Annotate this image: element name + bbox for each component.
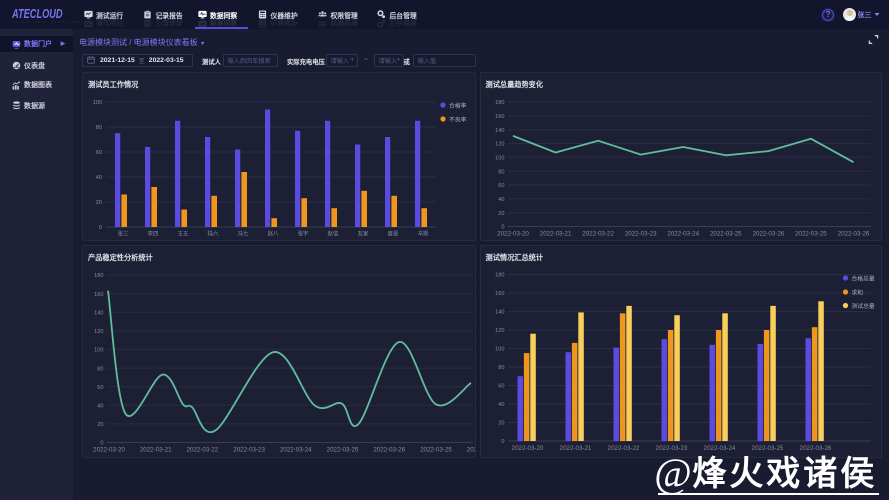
svg-text:140: 140 — [495, 128, 504, 134]
svg-text:40: 40 — [97, 404, 103, 410]
svg-text:2022-03-21: 2022-03-21 — [539, 231, 571, 238]
svg-text:2022-03-26: 2022-03-26 — [799, 445, 831, 452]
svg-text:100: 100 — [94, 348, 103, 354]
svg-text:陆六: 陆六 — [207, 230, 219, 238]
svg-text:20: 20 — [96, 200, 102, 206]
svg-text:张宇: 张宇 — [297, 230, 309, 238]
svg-text:60: 60 — [498, 183, 504, 189]
svg-text:2022-03-20: 2022-03-20 — [93, 447, 125, 454]
svg-text:赵八: 赵八 — [267, 230, 279, 238]
svg-text:120: 120 — [495, 142, 504, 148]
svg-text:140: 140 — [94, 310, 103, 316]
svg-text:160: 160 — [495, 114, 504, 120]
svg-text:60: 60 — [97, 385, 103, 391]
svg-text:2022-03-21: 2022-03-21 — [559, 445, 591, 452]
svg-text:80: 80 — [97, 366, 103, 372]
svg-text:0: 0 — [99, 225, 102, 231]
svg-text:2022-03-23: 2022-03-23 — [233, 447, 265, 454]
svg-text:180: 180 — [495, 100, 504, 106]
svg-text:2022-03-22: 2022-03-22 — [187, 447, 219, 454]
svg-text:合格率: 合格率 — [449, 102, 467, 110]
svg-text:2022-03-25: 2022-03-25 — [420, 447, 452, 454]
svg-text:20: 20 — [498, 421, 504, 427]
svg-text:2022-03-20: 2022-03-20 — [511, 445, 543, 452]
svg-text:0: 0 — [501, 439, 504, 445]
svg-text:2022-03-25: 2022-03-25 — [795, 231, 827, 238]
svg-text:2022-03-22: 2022-03-22 — [582, 231, 614, 238]
svg-text:2022-03-24: 2022-03-24 — [703, 445, 735, 452]
svg-text:2022-03-24: 2022-03-24 — [280, 447, 312, 454]
svg-text:80: 80 — [96, 125, 102, 131]
svg-text:120: 120 — [94, 329, 103, 335]
svg-text:180: 180 — [94, 273, 103, 279]
svg-text:友家: 友家 — [357, 230, 369, 238]
svg-text:2022-03-23: 2022-03-23 — [624, 231, 656, 238]
svg-text:2022-03-25: 2022-03-25 — [709, 231, 741, 238]
svg-text:测试总量: 测试总量 — [851, 302, 874, 310]
svg-text:20: 20 — [498, 211, 504, 217]
svg-text:160: 160 — [495, 291, 504, 297]
svg-text:2022-03-26: 2022-03-26 — [752, 231, 784, 238]
svg-text:100: 100 — [495, 156, 504, 162]
svg-text:辛斯: 辛斯 — [417, 230, 429, 238]
svg-text:张三: 张三 — [117, 230, 129, 238]
svg-text:合格总量: 合格总量 — [851, 275, 874, 283]
svg-text:180: 180 — [495, 273, 504, 279]
svg-text:40: 40 — [498, 402, 504, 408]
svg-text:2022-03-25: 2022-03-25 — [327, 447, 359, 454]
svg-text:冯七: 冯七 — [237, 230, 249, 238]
svg-text:120: 120 — [495, 328, 504, 334]
svg-text:160: 160 — [94, 292, 103, 298]
svg-text:60: 60 — [498, 384, 504, 390]
svg-text:李四: 李四 — [147, 230, 158, 238]
svg-text:2022-03-26: 2022-03-26 — [467, 447, 475, 454]
svg-text:2022-03-24: 2022-03-24 — [667, 231, 699, 238]
svg-text:王五: 王五 — [177, 231, 189, 238]
svg-text:2022-03-25: 2022-03-25 — [751, 445, 783, 452]
svg-text:度是: 度是 — [387, 230, 399, 238]
svg-text:求和: 求和 — [851, 289, 863, 297]
svg-text:80: 80 — [498, 365, 504, 371]
svg-text:不良率: 不良率 — [449, 116, 467, 124]
svg-text:80: 80 — [498, 169, 504, 175]
svg-text:20: 20 — [97, 422, 103, 428]
svg-text:40: 40 — [498, 197, 504, 203]
svg-text:0: 0 — [501, 225, 504, 231]
svg-text:2022-03-20: 2022-03-20 — [497, 231, 529, 238]
svg-text:100: 100 — [495, 347, 504, 353]
svg-text:140: 140 — [495, 310, 504, 316]
svg-text:100: 100 — [93, 100, 102, 106]
svg-text:2022-03-26: 2022-03-26 — [837, 231, 869, 238]
svg-text:40: 40 — [96, 175, 102, 181]
svg-text:赵信: 赵信 — [327, 230, 339, 238]
svg-text:2022-03-22: 2022-03-22 — [607, 445, 639, 452]
svg-text:0: 0 — [100, 441, 103, 447]
svg-text:2022-03-21: 2022-03-21 — [140, 447, 172, 454]
svg-text:2022-03-26: 2022-03-26 — [373, 447, 405, 454]
svg-text:60: 60 — [96, 150, 102, 156]
svg-text:2022-03-23: 2022-03-23 — [655, 445, 687, 452]
